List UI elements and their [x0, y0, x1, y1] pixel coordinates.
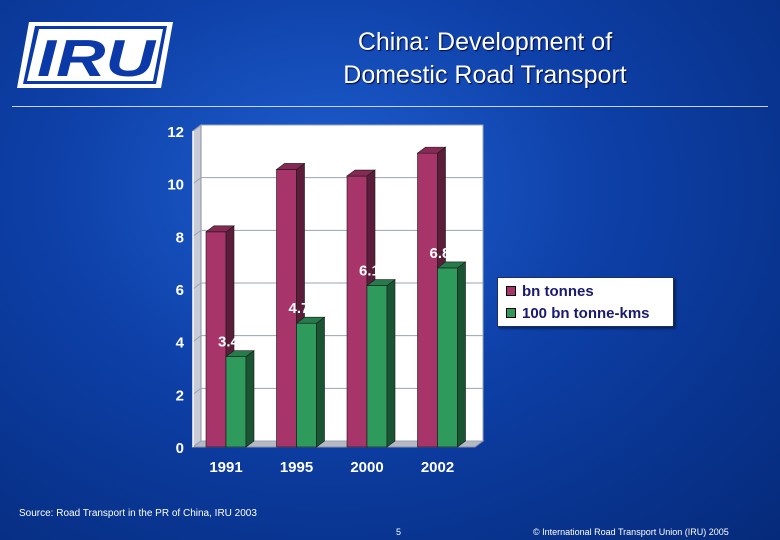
bar-top: [436, 261, 467, 269]
data-label: 3.43: [218, 334, 247, 351]
bar-top: [205, 225, 235, 233]
legend-label-1: bn tonnes: [522, 282, 594, 300]
bar-side: [386, 278, 396, 448]
data-label: 8.17: [201, 210, 230, 227]
chart-legend: bn tonnes 100 bn tonne-kms: [497, 277, 674, 327]
bar-top: [366, 279, 396, 286]
bar-top: [225, 350, 255, 357]
y-tick-label: 6: [176, 282, 184, 299]
bar-side: [316, 316, 325, 448]
iru-logo: IRU: [17, 22, 173, 88]
gridline: [192, 124, 483, 132]
y-tick-label: 8: [176, 229, 184, 246]
y-tick-label: 0: [176, 440, 184, 457]
legend-label-2: 100 bn tonne-kms: [522, 304, 650, 322]
legend-swatch-1: [506, 286, 516, 296]
bar: [417, 152, 438, 448]
bar: [366, 285, 388, 448]
legend-swatch-2: [506, 308, 516, 318]
data-label: 10.29: [342, 154, 380, 171]
source-note: Source: Road Transport in the PR of Chin…: [19, 508, 257, 519]
data-label: 4.7: [289, 300, 310, 317]
y-tick-label: 10: [167, 177, 184, 194]
y-tick-label: 2: [176, 387, 184, 404]
x-tick-label: 2000: [350, 459, 383, 476]
x-tick-label: 2002: [421, 459, 454, 476]
x-tick-label: 1995: [280, 459, 313, 476]
bar: [296, 322, 317, 448]
x-tick-label: 1991: [209, 459, 242, 476]
copyright-notice: © International Road Transport Union (IR…: [533, 527, 729, 537]
bar-side: [245, 350, 255, 448]
y-tick-label: 4: [176, 335, 185, 352]
bar: [346, 175, 368, 448]
page-title: China: Development of Domestic Road Tran…: [300, 26, 670, 92]
data-label: 11.16: [413, 131, 450, 148]
bar-top: [346, 169, 376, 177]
y-tick-label: 12: [167, 124, 184, 141]
logo-text: IRU: [37, 30, 157, 88]
bar-side: [457, 261, 466, 448]
bar: [437, 267, 458, 448]
gridline: [192, 229, 483, 237]
gridline: [192, 177, 483, 185]
bar-top: [275, 163, 306, 170]
legend-item-1: bn tonnes: [506, 280, 594, 302]
bar-top: [416, 146, 447, 154]
legend-item-2: 100 bn tonne-kms: [506, 302, 650, 324]
data-label: 10.54: [272, 147, 310, 164]
header-divider: [12, 106, 768, 107]
title-line-1: China: Development of: [357, 28, 613, 56]
data-label: 6.8: [430, 245, 451, 262]
data-label: 6.13: [359, 263, 388, 280]
page-number: 5: [396, 527, 402, 537]
bar-top: [295, 316, 326, 324]
bar: [225, 356, 247, 448]
title-line-2: Domestic Road Transport: [343, 61, 627, 89]
